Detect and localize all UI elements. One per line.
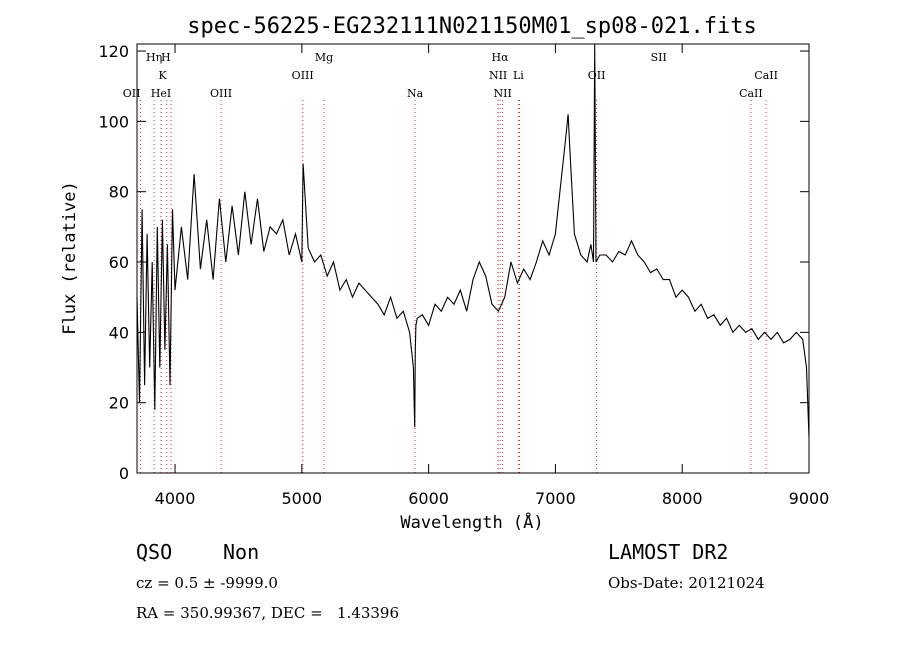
line-marker-label: SII: [651, 51, 667, 64]
line-marker-label: CaII: [739, 87, 763, 100]
line-marker-label: OII: [123, 87, 141, 100]
y-tick-label: 40: [109, 323, 129, 342]
line-marker-label: CaII: [754, 69, 778, 82]
object-class: QSO: [136, 540, 173, 564]
y-tick-label: 60: [109, 253, 129, 272]
x-tick-label: 9000: [789, 489, 830, 508]
line-marker-label: OII: [588, 69, 606, 82]
x-tick-label: 7000: [535, 489, 576, 508]
y-axis-ticks: 0 20 40 60 80 100 120: [98, 42, 809, 483]
x-tick-label: 8000: [662, 489, 703, 508]
line-marker-label: K: [158, 69, 167, 82]
line-marker-label: Mg: [315, 51, 333, 64]
x-axis-ticks: 4000 5000 6000 7000 8000 9000: [155, 44, 830, 508]
line-marker-label: H: [161, 51, 171, 64]
line-marker-label: Na: [407, 87, 424, 100]
plot-frame: [136, 43, 810, 474]
y-tick-label: 0: [119, 464, 129, 483]
y-tick-label: 100: [98, 112, 129, 131]
line-marker-label: OIII: [210, 87, 232, 100]
line-marker-label: NII: [489, 69, 507, 82]
y-axis-label: Flux (relative): [60, 181, 80, 335]
coordinates-readout: RA = 350.99367, DEC = 1.43396: [136, 604, 400, 622]
chart-title: spec-56225-EG232111N021150M01_sp08-021.f…: [187, 14, 757, 39]
y-tick-label: 20: [109, 394, 129, 413]
line-marker-label: NII: [494, 87, 512, 100]
object-subclass: Non: [223, 540, 260, 564]
x-tick-label: 5000: [281, 489, 322, 508]
spectrum-series: [136, 43, 810, 438]
line-marker-label: Hη: [146, 51, 162, 64]
observation-date: Obs-Date: 20121024: [608, 574, 765, 592]
redshift-readout: cz = 0.5 ± -9999.0: [136, 574, 278, 592]
line-marker-label: Hα: [491, 51, 509, 64]
line-marker-label: Li: [513, 69, 524, 82]
y-tick-label: 80: [109, 183, 129, 202]
x-axis-label: Wavelength (Å): [400, 511, 543, 533]
line-marker-label: HeI: [151, 87, 171, 100]
survey-name: LAMOST DR2: [608, 540, 729, 564]
x-tick-label: 6000: [408, 489, 449, 508]
y-tick-label: 120: [98, 42, 129, 61]
spectrum-line: [136, 43, 810, 438]
x-tick-label: 4000: [155, 489, 196, 508]
line-marker-label: OIII: [292, 69, 314, 82]
